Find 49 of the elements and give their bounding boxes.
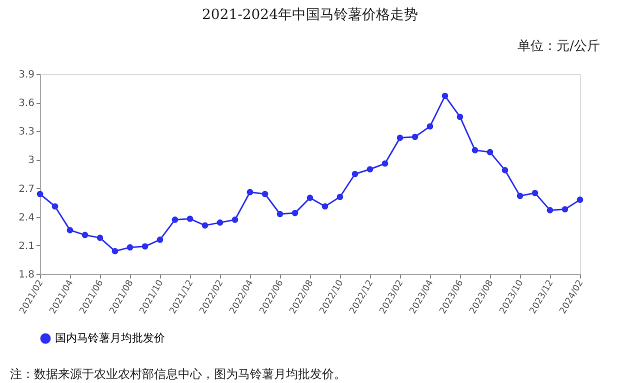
point <box>232 216 238 223</box>
point <box>292 210 298 216</box>
point <box>82 232 88 238</box>
point <box>112 248 118 254</box>
point <box>366 166 374 172</box>
point <box>306 194 314 201</box>
point <box>202 222 208 229</box>
point <box>382 160 388 167</box>
point <box>262 190 268 198</box>
point <box>142 243 148 250</box>
y-tick-label: 2.7 <box>18 184 34 195</box>
point <box>486 148 494 156</box>
point <box>246 188 254 196</box>
point <box>442 92 448 100</box>
point <box>276 210 284 218</box>
point <box>36 190 44 198</box>
point <box>562 206 568 212</box>
y-tick-label: 3.3 <box>18 126 34 138</box>
point <box>502 167 508 174</box>
legend-label: 国内马铃薯月均批发价 <box>55 332 165 344</box>
point <box>516 192 524 200</box>
y-tick-label: 3 <box>28 155 34 166</box>
y-tick-label: 1.8 <box>18 270 34 280</box>
point <box>186 216 194 222</box>
point <box>576 196 584 203</box>
point <box>336 194 344 200</box>
y-tick-label: 2.4 <box>18 212 34 224</box>
point <box>126 244 134 250</box>
text: 单位：元/公斤 <box>518 39 600 54</box>
point <box>456 114 464 120</box>
y-tick-label: 2.1 <box>18 240 34 252</box>
point <box>532 190 538 196</box>
point <box>412 134 418 140</box>
point <box>172 216 178 223</box>
point <box>546 207 554 214</box>
point <box>396 134 404 141</box>
y-tick-label: 3.9 <box>18 70 34 80</box>
point <box>472 147 478 154</box>
point <box>216 219 224 226</box>
point <box>322 203 328 210</box>
point <box>96 234 104 241</box>
point <box>66 227 74 234</box>
point <box>352 170 358 178</box>
point <box>156 236 164 243</box>
text: 注：数据来源于农业农村部信息中心，图为马铃薯月均批发价。 <box>10 367 346 381</box>
y-tick-label: 3.6 <box>18 98 34 110</box>
point <box>52 203 58 210</box>
point <box>426 123 434 130</box>
chart-title: 2021-2024年中国马铃薯价格走势 <box>202 7 418 23</box>
